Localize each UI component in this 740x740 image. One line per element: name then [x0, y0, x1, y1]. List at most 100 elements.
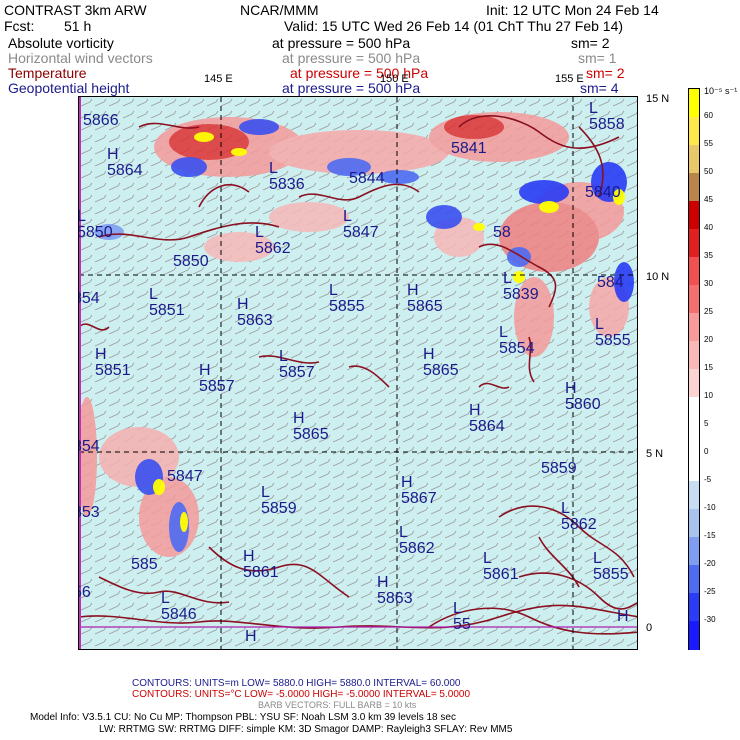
colorbar-segment	[689, 117, 699, 146]
colorbar-segment	[689, 481, 699, 510]
footer-barb: BARB VECTORS: FULL BARB = 10 kts	[258, 700, 417, 710]
field-sm-height: sm= 4	[580, 80, 619, 96]
colorbar-label: 20	[704, 335, 713, 344]
height-label: L 5854	[499, 324, 535, 357]
fcst-label: Fcst:	[4, 18, 35, 34]
lon-label-145e: 145 E	[204, 73, 233, 85]
colorbar-segment	[689, 453, 699, 482]
height-label: H 5864	[107, 146, 143, 179]
colorbar-segment	[689, 229, 699, 258]
colorbar-segment	[689, 397, 699, 426]
lon-label-150e: 150 E	[380, 73, 409, 85]
colorbar-segment	[689, 313, 699, 342]
colorbar-segment	[689, 565, 699, 594]
colorbar-segment	[689, 285, 699, 314]
height-label: 5866	[83, 112, 119, 129]
colorbar-label: 35	[704, 251, 713, 260]
height-label: 854	[79, 290, 100, 307]
coastlines	[79, 115, 637, 635]
height-label: L 55	[453, 600, 471, 633]
height-label: 5850	[173, 253, 209, 270]
height-label: L5850	[78, 209, 113, 241]
height-label: H 5857	[199, 362, 235, 395]
colorbar-segment	[689, 257, 699, 286]
colorbar-label: 15	[704, 363, 713, 372]
height-label: L 5855	[593, 550, 629, 583]
colorbar-segment	[689, 369, 699, 398]
height-label: H 5861	[243, 548, 279, 581]
colorbar-label: -25	[704, 587, 716, 596]
field-sm-wind: sm= 1	[578, 50, 617, 66]
footer-contours-temp: CONTOURS: UNITS=°C LOW= -5.0000 HIGH= -5…	[132, 689, 471, 700]
colorbar-segment	[689, 341, 699, 370]
field-name-height: Geopotential height	[8, 80, 130, 96]
height-label: 5840	[585, 184, 621, 201]
height-label: L 5862	[561, 500, 597, 533]
org-label: NCAR/MMM	[240, 2, 319, 18]
height-label: H 5851	[95, 346, 131, 379]
height-label: L 5836	[269, 160, 305, 193]
height-label: 56	[79, 584, 91, 601]
field-sm-temperature: sm= 2	[586, 65, 625, 81]
model-title: CONTRAST 3km ARW	[4, 2, 147, 18]
colorbar-label: 45	[704, 195, 713, 204]
lat-lon-grid	[79, 97, 637, 649]
footer-contours-height: CONTOURS: UNITS=m LOW= 5880.0 HIGH= 5880…	[132, 678, 461, 689]
colorbar-segment	[689, 201, 699, 230]
colorbar-segment	[689, 145, 699, 174]
field-sm-vorticity: sm= 2	[571, 35, 610, 51]
lat-label-10n: 10 N	[646, 271, 670, 283]
lat-label-0: 0	[646, 622, 653, 634]
colorbar-label: 40	[704, 223, 713, 232]
field-name-vorticity: Absolute vorticity	[8, 35, 114, 51]
field-level-temperature: at pressure = 500 hPa	[290, 65, 429, 81]
height-label: H 5865	[293, 410, 329, 443]
colorbar-segment	[689, 425, 699, 454]
lat-label-15n: 15 N	[646, 93, 670, 105]
height-label: L 5861	[483, 550, 519, 583]
height-label: L 5839	[503, 270, 539, 303]
height-label: H	[245, 628, 257, 645]
height-label: H 5867	[401, 474, 437, 507]
colorbar-segment	[689, 89, 699, 118]
colorbar-label: 60	[704, 111, 713, 120]
colorbar-label: -15	[704, 531, 716, 540]
height-label: L 5855	[329, 282, 365, 315]
colorbar-label: 30	[704, 279, 713, 288]
height-label: L 5855	[595, 316, 631, 349]
colorbar-segment	[689, 509, 699, 538]
field-level-wind: at pressure = 500 hPa	[282, 50, 421, 66]
height-label: 854	[79, 438, 100, 455]
valid-time: Valid: 15 UTC Wed 26 Feb 14 (01 ChT Thu …	[284, 18, 624, 34]
height-label: L 5859	[261, 484, 297, 517]
colorbar-segment	[689, 173, 699, 202]
footer-model-info: Model Info: V3.5.1 CU: No Cu MP: Thompso…	[30, 712, 456, 723]
height-label: L 5857	[279, 348, 315, 381]
colorbar-label: 25	[704, 307, 713, 316]
colorbar-label: 10	[704, 391, 713, 400]
height-label: H 5863	[377, 574, 413, 607]
colorbar-label: 50	[704, 167, 713, 176]
colorbar-segment	[689, 537, 699, 566]
height-label: 5847	[167, 468, 203, 485]
height-label: H 5865	[407, 282, 443, 315]
height-label: L 5862	[399, 524, 435, 557]
colorbar-segment	[689, 621, 699, 650]
height-label: 5841	[451, 140, 487, 157]
fcst-value: 51 h	[64, 18, 92, 34]
field-level-vorticity: at pressure = 500 hPa	[272, 35, 411, 51]
height-label: L 5846	[161, 590, 197, 623]
lat-label-5n: 5 N	[646, 448, 664, 460]
height-label: L 5858	[589, 100, 625, 133]
height-label: H	[617, 608, 629, 625]
height-label: 584	[597, 274, 624, 291]
height-label: H 5865	[423, 346, 459, 379]
height-label: L 5851	[149, 286, 185, 319]
colorbar-segment	[689, 593, 699, 622]
lon-label-155e: 155 E	[555, 73, 584, 85]
colorbar-unit: 10⁻⁵ s⁻¹	[704, 86, 738, 96]
height-label: 58	[493, 224, 511, 241]
map-graphics	[79, 97, 637, 649]
footer-model-info-2: LW: RRTMG SW: RRTMG DIFF: simple KM: 3D …	[99, 724, 513, 735]
